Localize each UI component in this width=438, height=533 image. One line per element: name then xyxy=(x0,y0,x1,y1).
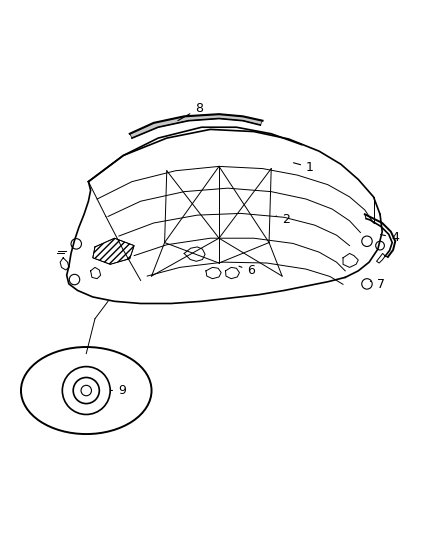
Text: 8: 8 xyxy=(178,102,203,120)
Text: 9: 9 xyxy=(111,384,126,397)
Text: 2: 2 xyxy=(276,213,290,226)
Polygon shape xyxy=(130,114,262,138)
Text: 7: 7 xyxy=(371,278,385,291)
Text: 6: 6 xyxy=(239,264,255,277)
Text: 1: 1 xyxy=(293,161,314,174)
Text: 4: 4 xyxy=(381,231,399,244)
